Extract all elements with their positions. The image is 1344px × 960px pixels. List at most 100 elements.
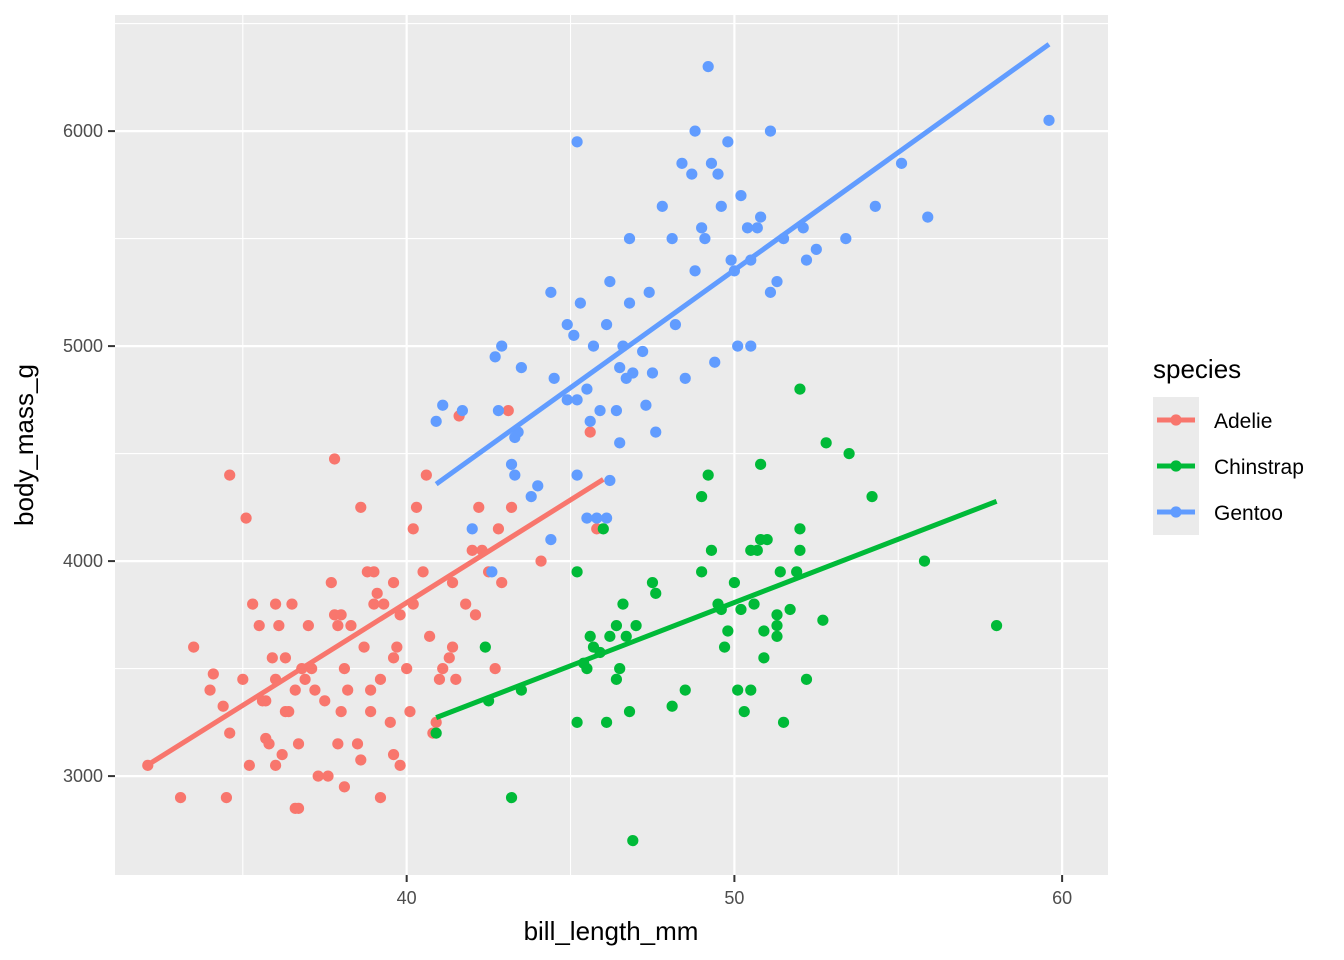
point-chinstrap xyxy=(623,706,636,718)
point-adelie xyxy=(466,544,478,556)
point-adelie xyxy=(243,759,255,771)
point-gentoo xyxy=(751,222,763,234)
legend-label-adelie: Adelie xyxy=(1214,410,1272,433)
point-chinstrap xyxy=(774,566,786,578)
point-adelie xyxy=(338,663,351,675)
point-adelie xyxy=(302,620,314,632)
point-gentoo xyxy=(656,200,668,212)
point-gentoo xyxy=(650,426,662,438)
point-chinstrap xyxy=(732,684,744,696)
point-gentoo xyxy=(437,399,449,411)
point-adelie xyxy=(237,673,249,685)
point-gentoo xyxy=(571,394,583,406)
point-adelie xyxy=(394,609,406,621)
point-gentoo xyxy=(571,136,583,148)
point-chinstrap xyxy=(614,663,626,675)
point-chinstrap xyxy=(918,555,931,567)
point-adelie xyxy=(269,759,282,771)
point-gentoo xyxy=(489,351,501,363)
point-gentoo xyxy=(715,200,727,212)
point-gentoo xyxy=(869,200,881,212)
point-adelie xyxy=(224,469,236,481)
point-adelie xyxy=(535,555,547,567)
point-adelie xyxy=(502,405,514,417)
point-gentoo xyxy=(594,405,606,417)
point-adelie xyxy=(394,759,406,771)
point-adelie xyxy=(292,802,305,814)
point-chinstrap xyxy=(610,620,623,632)
point-adelie xyxy=(266,652,278,664)
legend-keys: Adelie Chinstrap Gentoo xyxy=(1153,397,1304,535)
point-chinstrap xyxy=(784,603,796,616)
point-adelie xyxy=(446,641,459,653)
point-gentoo xyxy=(725,254,737,266)
point-adelie xyxy=(247,598,259,610)
point-gentoo xyxy=(623,297,636,309)
point-chinstrap xyxy=(646,577,659,589)
y-axis-ticks: 3000 4000 5000 6000 xyxy=(63,121,115,786)
point-gentoo xyxy=(646,367,659,379)
point-gentoo xyxy=(689,125,701,137)
point-adelie xyxy=(312,770,324,782)
point-gentoo xyxy=(604,474,616,487)
x-axis-ticks: 40 50 60 xyxy=(397,875,1072,908)
point-chinstrap xyxy=(794,523,806,535)
point-adelie xyxy=(309,684,321,696)
point-adelie xyxy=(335,609,347,621)
fit-line-adelie xyxy=(146,477,605,768)
point-chinstrap xyxy=(610,673,623,685)
point-gentoo xyxy=(741,222,754,234)
x-axis-title: bill_length_mm xyxy=(524,916,699,946)
y-tick-label: 4000 xyxy=(63,551,103,571)
point-gentoo xyxy=(735,190,747,202)
point-chinstrap xyxy=(777,716,790,728)
point-chinstrap xyxy=(751,544,763,556)
point-adelie xyxy=(279,652,292,664)
point-adelie xyxy=(328,453,341,465)
point-gentoo xyxy=(509,469,521,481)
point-adelie xyxy=(289,684,301,696)
point-gentoo xyxy=(755,211,767,223)
point-adelie xyxy=(443,652,455,664)
point-chinstrap xyxy=(758,652,770,664)
legend: species Adelie Chinstrap Gentoo xyxy=(1153,354,1304,535)
point-gentoo xyxy=(505,458,518,470)
point-gentoo xyxy=(676,157,688,169)
x-tick-label: 40 xyxy=(397,888,417,908)
point-gentoo xyxy=(600,319,613,331)
point-chinstrap xyxy=(748,598,760,610)
point-adelie xyxy=(240,512,252,524)
point-gentoo xyxy=(702,61,714,73)
point-adelie xyxy=(437,663,449,675)
point-chinstrap xyxy=(735,603,747,616)
x-tick-label: 50 xyxy=(724,888,744,908)
point-adelie xyxy=(276,749,288,761)
point-gentoo xyxy=(686,168,698,180)
point-gentoo xyxy=(732,340,744,352)
fit-line-gentoo xyxy=(434,42,1051,487)
point-gentoo xyxy=(515,362,527,374)
point-gentoo xyxy=(1043,114,1055,126)
point-gentoo xyxy=(705,157,718,169)
point-gentoo xyxy=(486,566,498,578)
point-chinstrap xyxy=(771,630,783,642)
point-adelie xyxy=(433,673,446,685)
point-chinstrap xyxy=(581,663,593,675)
point-chinstrap xyxy=(479,641,491,653)
x-tick-label: 60 xyxy=(1052,888,1072,908)
point-adelie xyxy=(253,620,265,632)
major-gridlines xyxy=(115,15,1108,875)
point-gentoo xyxy=(532,480,544,492)
point-adelie xyxy=(391,641,403,653)
point-adelie xyxy=(374,792,387,804)
legend-key-point-gentoo xyxy=(1170,506,1182,518)
point-gentoo xyxy=(709,356,721,368)
point-gentoo xyxy=(591,512,603,524)
point-chinstrap xyxy=(696,491,708,503)
point-gentoo xyxy=(699,233,711,245)
point-chinstrap xyxy=(617,598,629,610)
point-gentoo xyxy=(496,340,508,352)
point-chinstrap xyxy=(430,727,442,739)
point-gentoo xyxy=(764,286,777,298)
point-adelie xyxy=(420,469,432,481)
